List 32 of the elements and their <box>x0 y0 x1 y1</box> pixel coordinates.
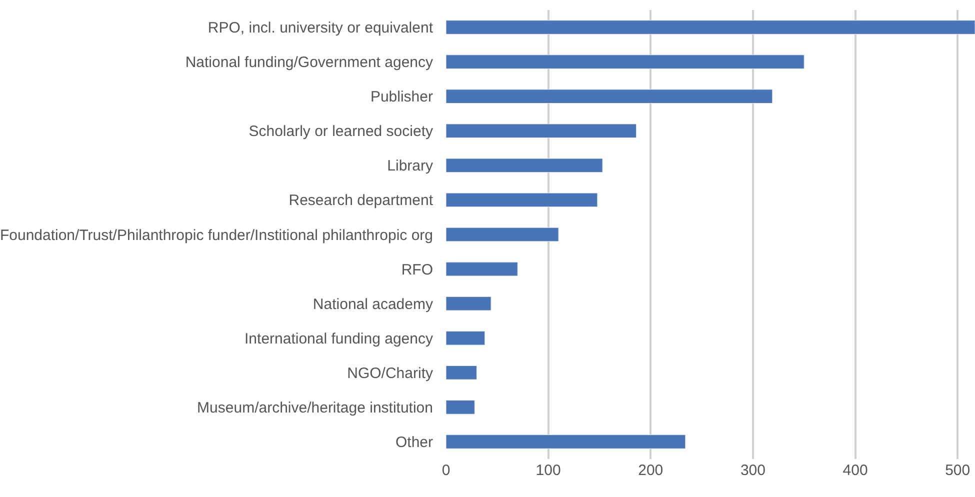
x-tick-label: 100 <box>536 462 561 479</box>
y-tick-label: RPO, incl. university or equivalent <box>208 20 434 37</box>
y-tick-label: Publisher <box>370 88 433 106</box>
bar <box>446 296 492 311</box>
bar <box>446 54 804 69</box>
bar <box>446 20 975 34</box>
bar <box>446 124 637 138</box>
bar <box>446 192 598 208</box>
y-tick-label: NGO/Charity <box>347 364 434 382</box>
y-tick-label: Scholarly or learned society <box>248 123 434 140</box>
bar <box>446 158 603 173</box>
y-tick-label: International funding agency <box>244 330 434 348</box>
bar <box>446 262 518 276</box>
x-tick-label: 300 <box>740 462 766 479</box>
x-tick-label: 500 <box>945 462 970 479</box>
y-tick-label: Foundation/Trust/Philanthropic funder/Institional philanthropic org <box>0 226 433 244</box>
x-tick-label: 400 <box>842 462 868 479</box>
y-tick-label: RFO <box>401 261 433 278</box>
bar <box>446 400 475 414</box>
bar <box>446 330 486 346</box>
x-tick-label: 200 <box>638 462 664 479</box>
y-tick-label: National academy <box>312 296 434 313</box>
y-tick-label: Research department <box>288 192 434 210</box>
y-tick-label: Other <box>395 434 434 451</box>
x-tick-label: 0 <box>442 462 450 479</box>
bar <box>446 227 559 242</box>
bar <box>446 366 477 380</box>
y-tick-label: Library <box>387 158 434 175</box>
bar <box>446 89 773 104</box>
y-tick-label: National funding/Government agency <box>185 54 434 72</box>
y-tick-label: Museum/archive/heritage institution <box>197 399 433 416</box>
bar <box>446 434 686 449</box>
